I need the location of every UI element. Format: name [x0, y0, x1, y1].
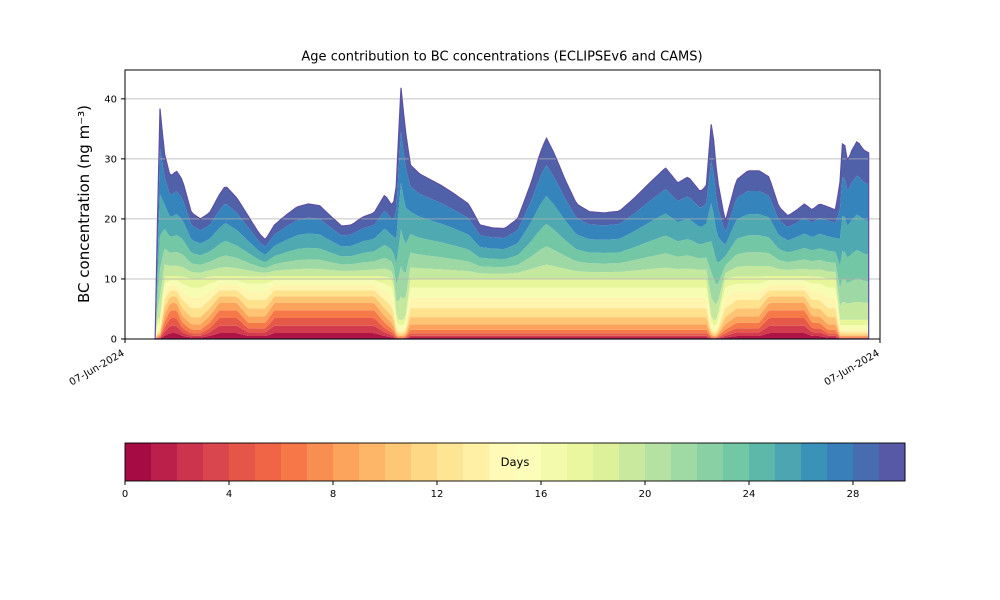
area-band-15 — [155, 87, 869, 337]
area-band-5 — [155, 296, 869, 339]
axes-spines — [124, 69, 881, 340]
colorbar-segment — [255, 443, 282, 481]
colorbar-segment — [723, 443, 750, 481]
colorbar-segment — [125, 443, 152, 481]
colorbar-segment — [489, 443, 516, 481]
x-tick-label: 07-Jun-2024 — [823, 348, 882, 388]
colorbar-segment — [411, 443, 438, 481]
colorbar-tick-label: 8 — [330, 489, 336, 500]
colorbar-segment — [879, 443, 906, 481]
y-tick-label: 10 — [104, 274, 117, 285]
colorbar-segment — [333, 443, 360, 481]
colorbar-segment — [853, 443, 880, 481]
area-band-7 — [155, 285, 869, 339]
colorbar-tick-label: 20 — [639, 489, 652, 500]
colorbar-label: Days — [500, 455, 530, 469]
y-tick-label: 0 — [111, 335, 117, 346]
total-outline — [154, 87, 870, 340]
colorbar-segment — [307, 443, 334, 481]
colorbar-segment — [775, 443, 802, 481]
colorbar-tick-label: 24 — [743, 489, 756, 500]
colorbar-segment — [463, 443, 490, 481]
area-band-3 — [155, 310, 869, 339]
colorbar-segment — [619, 443, 646, 481]
colorbar-segment — [697, 443, 724, 481]
colorbar-segment — [151, 443, 178, 481]
colorbar-segment — [281, 443, 308, 481]
colorbar-tick-label: 4 — [226, 489, 232, 500]
area-band-11 — [155, 246, 869, 337]
colorbar-segment — [229, 443, 256, 481]
area-band-14 — [155, 131, 869, 337]
colorbar-segment — [385, 443, 412, 481]
colorbar-tick-label: 28 — [847, 489, 860, 500]
area-band-4 — [155, 303, 869, 339]
y-tick-label: 30 — [104, 154, 117, 165]
colorbar-segment — [437, 443, 464, 481]
area-band-2 — [155, 318, 869, 339]
area-band-13 — [155, 182, 869, 337]
y-tick-label: 40 — [104, 94, 117, 105]
area-band-12 — [155, 223, 869, 337]
colorbar-segment — [593, 443, 620, 481]
colorbar-segment — [827, 443, 854, 481]
colorbar-segment — [515, 443, 542, 481]
colorbar-tick-label: 0 — [122, 489, 128, 500]
colorbar-segment — [801, 443, 828, 481]
colorbar-segment — [359, 443, 386, 481]
colorbar-tick-label: 12 — [431, 489, 444, 500]
area-band-8 — [155, 280, 869, 338]
colorbar-segment — [645, 443, 672, 481]
colorbar-segment — [203, 443, 230, 481]
y-tick-label: 20 — [104, 214, 117, 225]
colorbar-segment — [567, 443, 594, 481]
x-tick-label: 07-Jun-2024 — [68, 348, 127, 388]
chart-title: Age contribution to BC concentrations (E… — [301, 49, 703, 65]
colorbar-segment — [541, 443, 568, 481]
colorbar-segment — [749, 443, 776, 481]
colorbar-segment — [177, 443, 204, 481]
colorbar-tick-label: 16 — [535, 489, 548, 500]
area-band-6 — [155, 290, 869, 339]
colorbar-border — [124, 442, 906, 482]
area-band-10 — [155, 264, 869, 337]
colorbar-segment — [671, 443, 698, 481]
